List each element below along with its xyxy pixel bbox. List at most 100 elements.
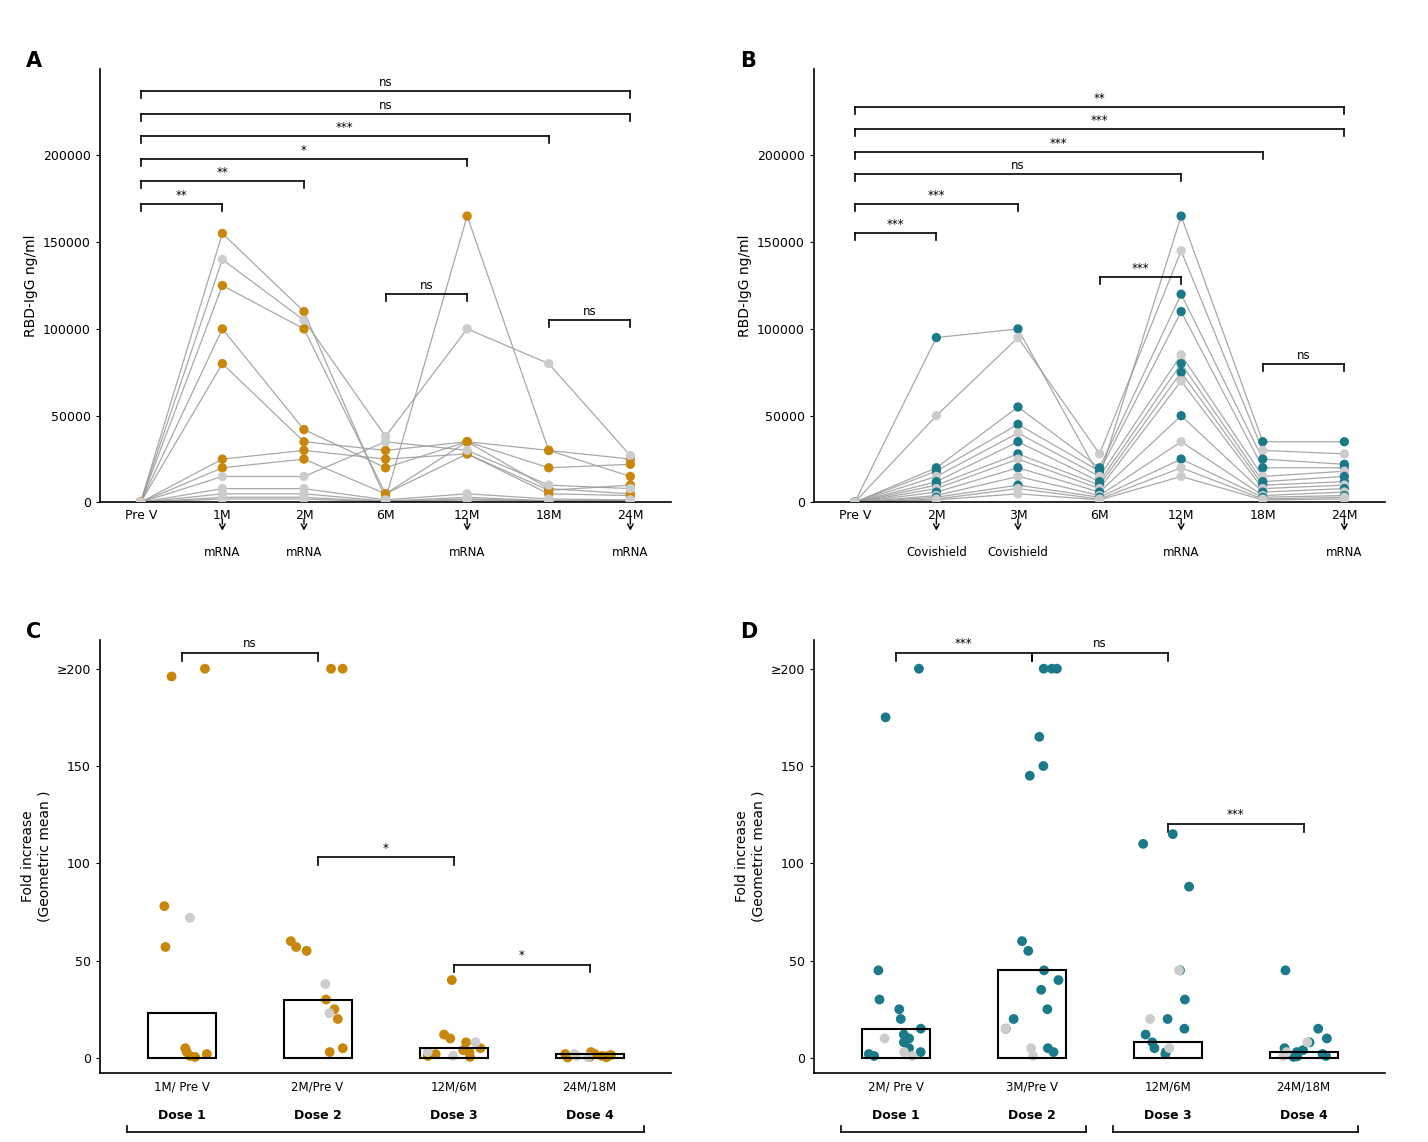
Point [1007, 444, 1030, 463]
Text: ***: *** [928, 188, 945, 202]
Point [456, 484, 478, 502]
Point [451, 1042, 474, 1060]
Point [618, 480, 641, 498]
Bar [998, 971, 1065, 1057]
Point [1251, 491, 1274, 509]
Point [293, 490, 316, 508]
Point [456, 433, 478, 451]
Point [1088, 467, 1111, 485]
Point [1170, 450, 1192, 468]
Point [456, 320, 478, 338]
Point [863, 1047, 885, 1065]
Text: Covishield: Covishield [905, 546, 967, 558]
Text: ***: *** [1227, 809, 1244, 821]
Point [888, 1000, 911, 1019]
Point [1332, 488, 1355, 506]
Point [438, 1029, 461, 1047]
Point [211, 488, 234, 506]
Point [160, 667, 183, 685]
Text: Dose 2: Dose 2 [1008, 1109, 1055, 1121]
Bar [555, 1054, 624, 1057]
Point [130, 493, 153, 512]
Point [1274, 962, 1297, 980]
Point [1332, 476, 1355, 494]
Point [130, 493, 153, 512]
Point [1141, 1034, 1164, 1052]
Point [424, 1045, 447, 1063]
Point [537, 484, 560, 502]
Point [211, 250, 234, 268]
Point [1088, 491, 1111, 509]
Point [898, 1029, 921, 1047]
Point [925, 459, 948, 477]
Point [284, 938, 307, 956]
Point [1275, 1043, 1298, 1061]
Point [318, 1004, 341, 1022]
Point [374, 493, 397, 512]
Point [578, 1048, 601, 1067]
Point [1007, 476, 1030, 494]
Point [618, 492, 641, 510]
Point [1251, 433, 1274, 451]
Point [1332, 459, 1355, 477]
Text: mRNA: mRNA [1162, 546, 1200, 558]
Point [1315, 1029, 1338, 1047]
Text: ns: ns [583, 305, 597, 319]
Point [441, 1047, 464, 1065]
Text: mRNA: mRNA [613, 546, 648, 558]
Point [618, 486, 641, 505]
Point [1017, 942, 1040, 960]
Text: **: ** [217, 167, 228, 179]
Point [1018, 766, 1041, 785]
Point [293, 484, 316, 502]
Point [211, 276, 234, 295]
Text: mRNA: mRNA [204, 546, 240, 558]
Point [1170, 354, 1192, 372]
Point [293, 441, 316, 459]
Point [464, 1034, 487, 1052]
Text: ns: ns [1092, 637, 1107, 650]
Point [417, 1043, 440, 1061]
Point [1138, 1010, 1161, 1028]
Point [1007, 397, 1030, 416]
Bar [861, 1029, 930, 1057]
Point [318, 1043, 341, 1061]
Point [293, 311, 316, 329]
Point [331, 660, 354, 678]
Point [211, 450, 234, 468]
Point [176, 1043, 198, 1061]
Point [844, 493, 867, 512]
Point [293, 467, 316, 485]
Point [537, 459, 560, 477]
Point [892, 1043, 915, 1061]
Point [844, 493, 867, 512]
Text: Dose 4: Dose 4 [565, 1109, 614, 1121]
Point [211, 484, 234, 502]
Text: ***: *** [955, 637, 972, 650]
Point [537, 490, 560, 508]
Point [456, 444, 478, 463]
Point [456, 207, 478, 225]
Point [1088, 488, 1111, 506]
Point [1285, 1043, 1308, 1061]
Y-axis label: RBD-IgG ng/ml: RBD-IgG ng/ml [737, 234, 751, 337]
Point [618, 467, 641, 485]
Point [1037, 1039, 1060, 1057]
Point [130, 493, 153, 512]
Point [1251, 483, 1274, 501]
Point [844, 493, 867, 512]
Point [537, 441, 560, 459]
Point [327, 1010, 350, 1028]
Point [618, 491, 641, 509]
Point [925, 467, 948, 485]
Point [1028, 727, 1051, 746]
Point [591, 1047, 614, 1065]
Point [1132, 835, 1155, 853]
Point [1021, 1047, 1044, 1065]
Point [1251, 490, 1274, 508]
Text: ns: ns [378, 98, 393, 112]
Point [1285, 1047, 1308, 1065]
Point [618, 484, 641, 502]
Point [211, 480, 234, 498]
Point [130, 493, 153, 512]
